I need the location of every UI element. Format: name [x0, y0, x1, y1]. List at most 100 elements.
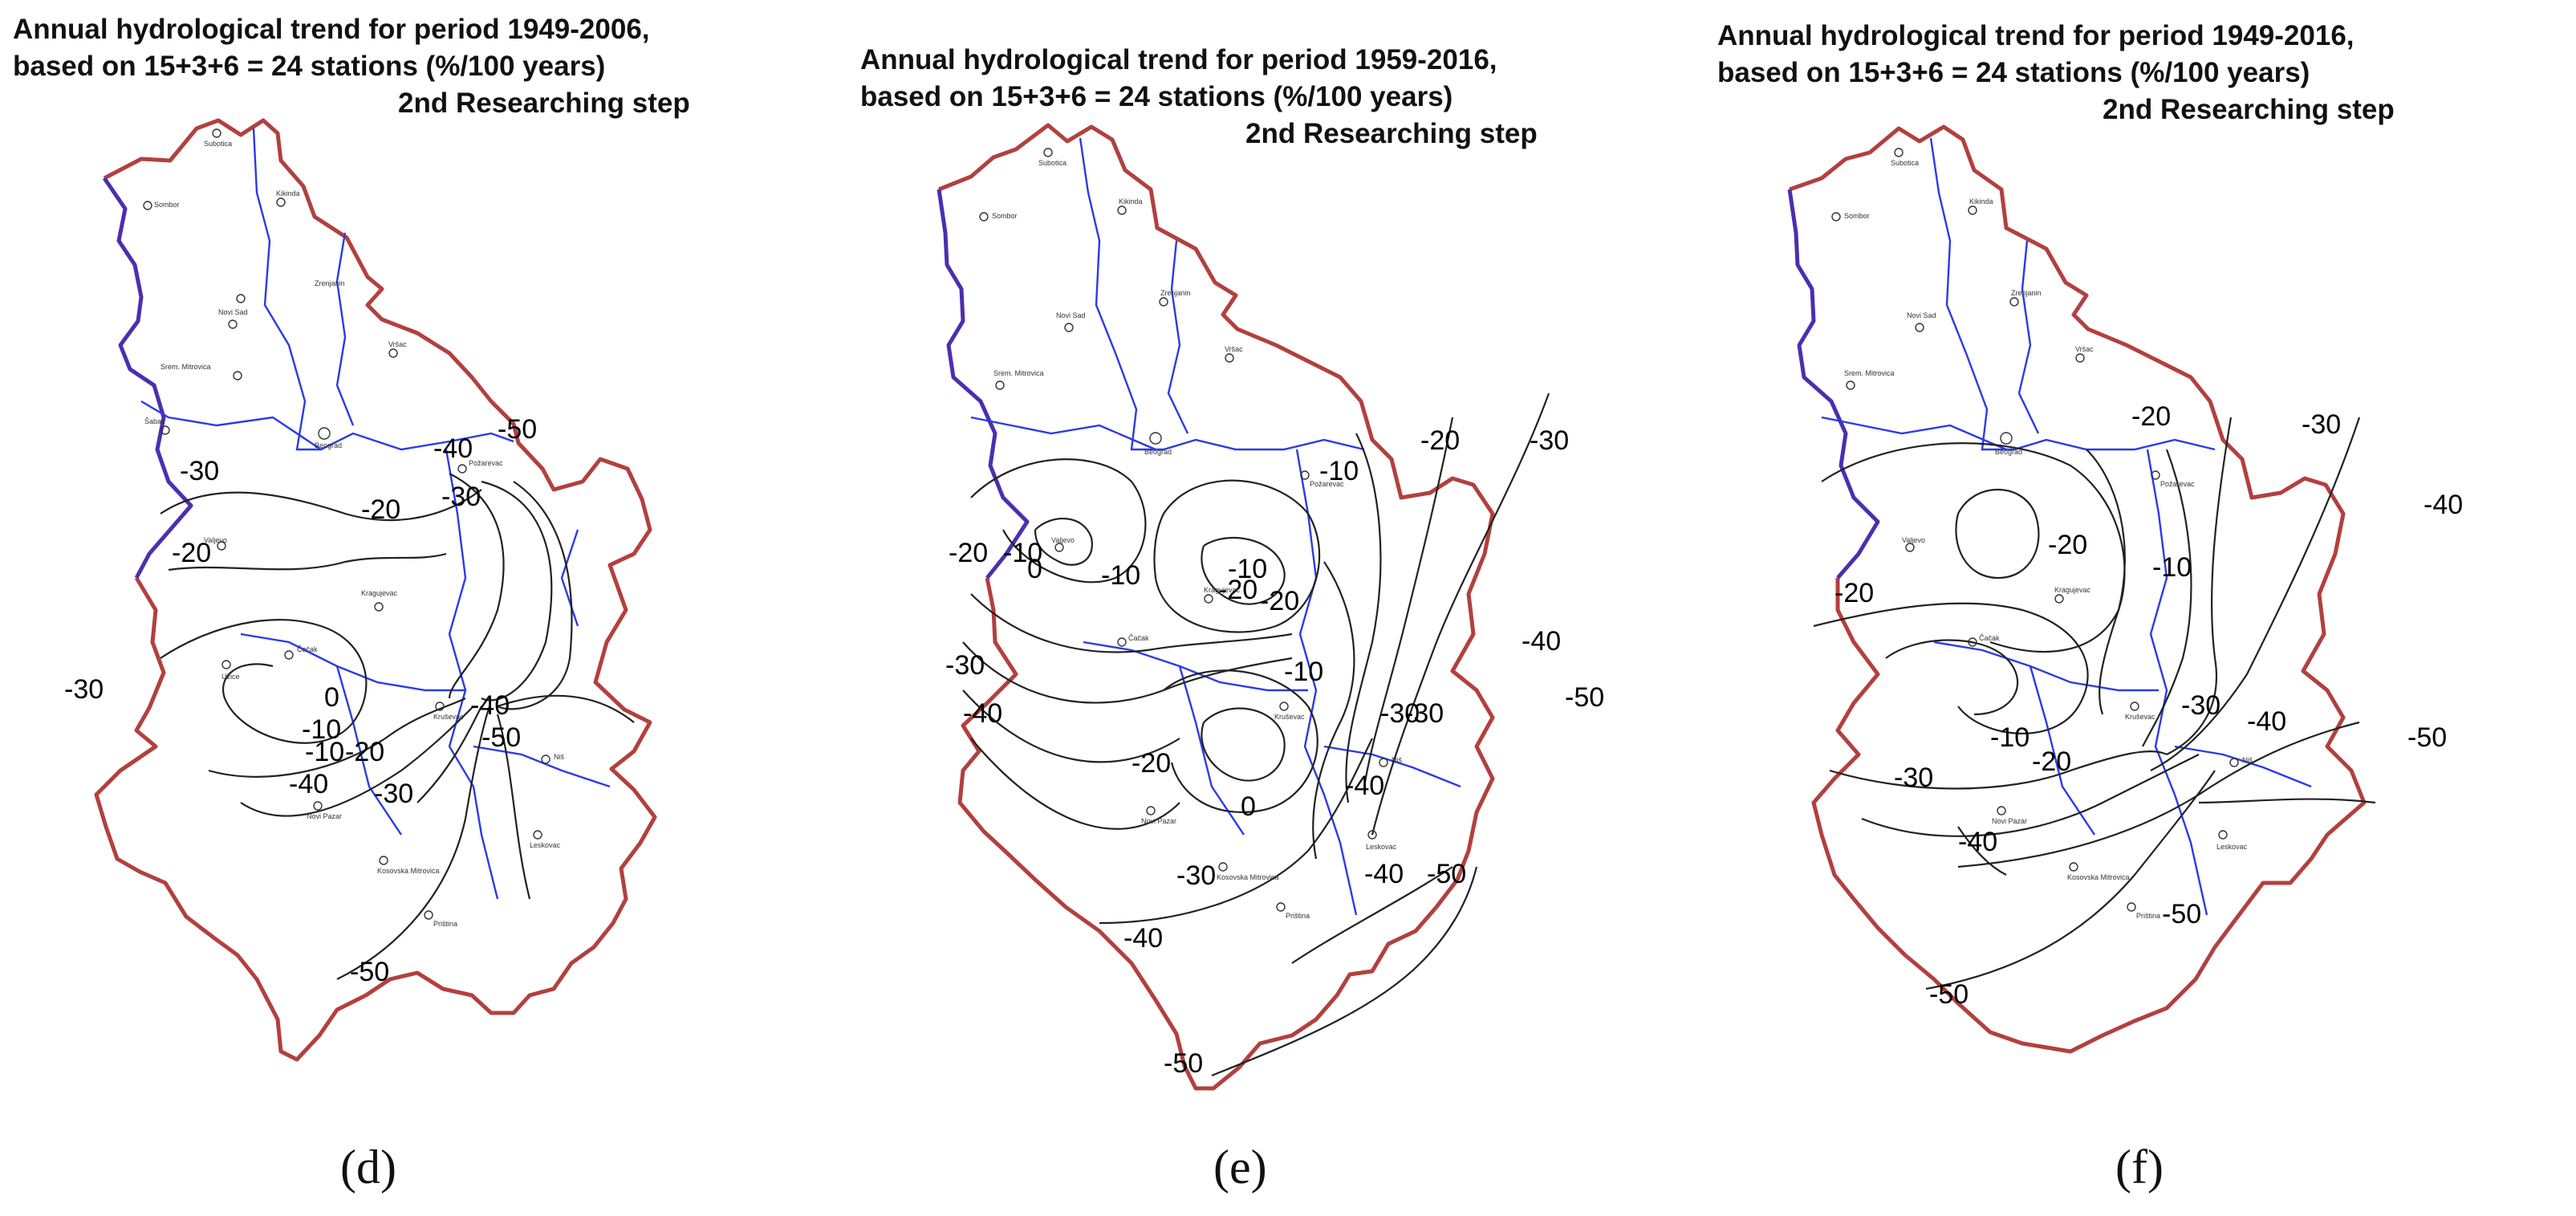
town-marker: [457, 464, 467, 474]
isolines: [962, 392, 1550, 1077]
town-marker: [388, 348, 398, 358]
town-marker: [2054, 594, 2064, 604]
town-marker: [1146, 806, 1156, 815]
town-marker: [143, 201, 152, 210]
town-label: Beograd: [315, 441, 342, 449]
town-marker: [1997, 806, 2006, 815]
town-label: Leskovac: [530, 841, 561, 849]
isoline-label: -20: [1132, 748, 1171, 779]
town-label: Kruševac: [1274, 713, 1305, 721]
town-label: Sombor: [1844, 212, 1870, 220]
isoline-label: -30: [1530, 425, 1569, 456]
isoline-label: -10: [1990, 722, 2030, 753]
isoline-label: -30: [64, 674, 104, 705]
town-label: Kosovska Mitrovica: [377, 867, 440, 875]
isoline-label: -50: [2162, 899, 2201, 929]
isoline-label: -20: [345, 737, 384, 767]
town-label: Novi Sad: [218, 308, 248, 316]
town-marker: [2075, 353, 2085, 363]
isoline-labels: -20 -10 -30 -20 -10 0 -10 -20 -10 -20 -3…: [945, 425, 1604, 1079]
town-marker: [2218, 830, 2228, 840]
isoline-label: -20: [361, 494, 400, 525]
town-marker: [2000, 432, 2013, 445]
isoline-label: -50: [498, 414, 537, 445]
isoline-label: -20: [2032, 746, 2071, 777]
town-label: Sombor: [992, 212, 1018, 220]
town-marker: [1300, 470, 1310, 480]
town-marker: [435, 702, 445, 711]
isoline-label: -50: [1565, 682, 1604, 713]
town-label: Vršac: [388, 340, 407, 348]
town-label: Beograd: [1995, 448, 2022, 456]
town-label: Priština: [433, 920, 457, 928]
town-marker: [995, 380, 1005, 390]
town-marker: [313, 801, 323, 811]
town-marker: [212, 128, 221, 138]
isoline-label: -50: [1427, 859, 1466, 889]
town-label: Valjevo: [1902, 536, 1925, 544]
town-label: Zrenjanin: [315, 279, 345, 287]
isoline-label: -40: [2424, 490, 2463, 520]
town-label: Niš: [2242, 756, 2253, 764]
town-marker: [233, 371, 242, 380]
town-marker: [1117, 637, 1127, 647]
town-label: Srem. Mitrovica: [160, 363, 211, 371]
isoline-label: -30: [441, 482, 481, 512]
isoline-label: -30: [1894, 763, 1933, 793]
rivers: [140, 128, 611, 900]
isoline-label: -30: [2302, 409, 2341, 440]
town-label: Leskovac: [2216, 843, 2248, 851]
town-label: Subotica: [1891, 159, 1919, 167]
isoline-label: -30: [1380, 698, 1420, 729]
town-marker: [284, 650, 294, 660]
isoline-label: -20: [949, 538, 988, 568]
town-label: Kruševac: [433, 713, 464, 721]
isoline-label: -20: [1218, 575, 1258, 605]
isoline-label: -30: [1404, 698, 1444, 729]
town-marker: [379, 856, 388, 865]
town-label: Kosovska Mitrovica: [1217, 873, 1279, 881]
town-label: Priština: [2136, 912, 2160, 920]
town-marker: [2130, 702, 2139, 711]
town-label: Kragujevac: [2054, 586, 2091, 594]
title-line-3: 2nd Researching step: [2103, 94, 2395, 125]
town-label: Čačak: [1979, 634, 2000, 642]
isoline-label: -50: [481, 722, 521, 753]
town-marker: [1276, 902, 1286, 912]
town-marker: [2069, 862, 2078, 872]
town-marker: [228, 319, 238, 329]
isoline-label: -50: [1929, 979, 1969, 1010]
isoline-label: -40: [470, 690, 510, 721]
isoline-label: -20: [2048, 530, 2087, 560]
isoline-label: -30: [2181, 690, 2220, 721]
isoline-label: -10: [1101, 560, 1140, 591]
town-label: Valjevo: [1051, 536, 1075, 544]
isoline-label: -20: [1834, 578, 1874, 608]
town-label: Subotica: [1038, 159, 1067, 167]
isoline-label: -10: [1319, 456, 1359, 486]
town-marker: [424, 910, 433, 920]
town-label: Kikinda: [1119, 197, 1143, 205]
town-marker: [1159, 297, 1168, 307]
town-marker: [2229, 758, 2239, 767]
town-marker: [1225, 353, 1234, 363]
town-label: Niš: [1392, 756, 1402, 764]
town-marker: [2151, 470, 2160, 480]
country-border: [937, 123, 1495, 1091]
town-markers: Subotica Sombor Kikinda Zrenjanin Novi S…: [143, 128, 564, 928]
town-marker: [1043, 148, 1053, 157]
town-label: Kragujevac: [361, 589, 398, 597]
town-marker: [1204, 594, 1213, 604]
isoline-label: -10: [305, 737, 344, 767]
isoline-label: -40: [289, 769, 328, 799]
isoline-labels: -20 -30 -40 -20 -10 -20 -30 -10 -20 -30 …: [1834, 401, 2463, 1010]
town-label: Kikinda: [276, 189, 300, 197]
town-label: Kosovska Mitrovica: [2067, 873, 2130, 881]
isoline-label: -40: [1364, 859, 1404, 889]
town-label: Novi Pazar: [1992, 817, 2027, 825]
town-marker: [1831, 212, 1841, 222]
town-marker: [1968, 637, 1977, 647]
town-markers: Subotica Sombor Kikinda Zrenjanin Novi S…: [1831, 148, 2253, 920]
country-border: [1787, 124, 2367, 1054]
panel-caption: (f): [2115, 1141, 2164, 1194]
